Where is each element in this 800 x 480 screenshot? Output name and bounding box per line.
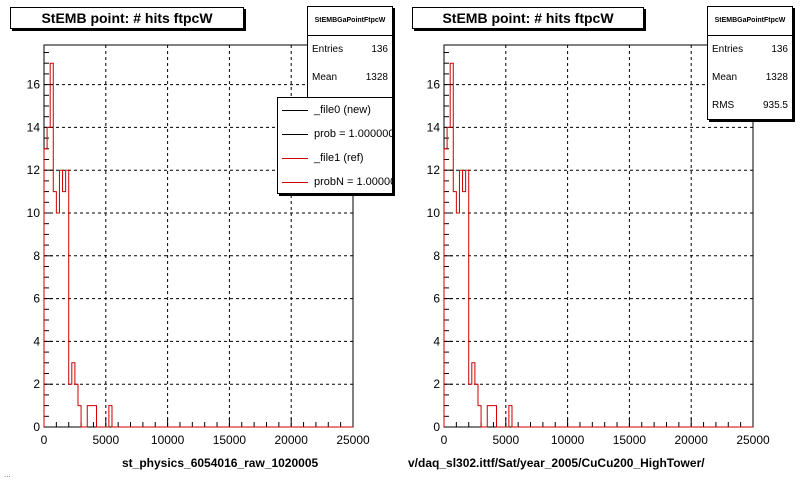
left-x-tick-label: 0 [41, 433, 48, 447]
left-y-tick-label: 2 [33, 377, 40, 391]
left-histogram-title: StEMB point: # hits ftpcW [10, 7, 244, 29]
left-x-tick-label: 20000 [275, 433, 309, 447]
right-x-tick-label: 10000 [551, 433, 585, 447]
right-rms-value: 935.5 [762, 100, 788, 111]
left-x-tick-label: 5000 [92, 433, 119, 447]
left-x-tick-label: 15000 [213, 433, 247, 447]
right-y-tick-label: 16 [427, 78, 441, 92]
right-x-tick-label: 25000 [736, 433, 770, 447]
legend-entry-prob: prob = 1.000000 [278, 122, 392, 146]
right-y-tick-label: 0 [433, 420, 440, 434]
legend-label-file0: _file0 (new) [314, 104, 371, 116]
left-stats-box: StEMBGaPointFtpcW Entries 136 Mean 1328 [307, 6, 393, 98]
left-y-tick-label: 14 [27, 120, 41, 134]
legend-line-file1 [282, 157, 308, 159]
left-x-tick-label: 10000 [151, 433, 185, 447]
left-mean-label: Mean [312, 72, 338, 83]
legend-label-file1: _file1 (ref) [314, 152, 364, 164]
right-stats-box: StEMBGaPointFtpcW Entries 136 Mean 1328 … [707, 6, 793, 120]
left-legend: _file0 (new) prob = 1.000000 _file1 (ref… [277, 97, 393, 194]
right-y-tick-label: 4 [433, 334, 440, 348]
right-entries-value: 136 [771, 44, 788, 55]
right-mean-label: Mean [712, 72, 738, 83]
left-stats-entries-row: Entries 136 [308, 36, 392, 64]
left-stats-name: StEMBGaPointFtpcW [308, 7, 392, 36]
left-file-label: st_physics_6054016_raw_1020005 [122, 456, 319, 470]
right-x-tick-label: 20000 [675, 433, 709, 447]
right-file-label: v/daq_sl302.ittf/Sat/year_2005/CuCu200_H… [408, 456, 705, 470]
right-stats-name: StEMBGaPointFtpcW [708, 7, 792, 36]
right-stats-entries-row: Entries 136 [708, 36, 792, 64]
legend-entry-file1: _file1 (ref) [278, 146, 392, 170]
right-entries-label: Entries [712, 44, 744, 55]
right-y-tick-label: 10 [427, 206, 441, 220]
left-y-tick-label: 0 [33, 420, 40, 434]
left-mean-value: 1328 [365, 72, 388, 83]
left-y-tick-label: 8 [33, 249, 40, 263]
legend-line-prob [282, 133, 308, 135]
right-y-tick-label: 6 [433, 292, 440, 306]
right-mean-value: 1328 [765, 72, 788, 83]
right-title-text: StEMB point: # hits ftpcW [442, 10, 614, 26]
legend-entry-file0: _file0 (new) [278, 98, 392, 122]
left-title-text: StEMB point: # hits ftpcW [41, 10, 213, 26]
left-entries-label: Entries [312, 44, 344, 55]
right-y-tick-label: 14 [427, 120, 441, 134]
left-x-tick-label: 25000 [336, 433, 370, 447]
left-y-tick-label: 6 [33, 292, 40, 306]
left-y-tick-label: 10 [27, 206, 41, 220]
right-stats-mean-row: Mean 1328 [708, 64, 792, 92]
legend-label-probn: probN = 1.000000 [314, 176, 392, 188]
left-y-tick-label: 4 [33, 334, 40, 348]
right-x-tick-label: 0 [441, 433, 448, 447]
left-stats-mean-row: Mean 1328 [308, 64, 392, 92]
right-y-tick-label: 2 [433, 377, 440, 391]
legend-line-probn [282, 181, 308, 183]
right-rms-label: RMS [712, 100, 735, 111]
legend-label-prob: prob = 1.000000 [314, 128, 393, 140]
left-y-tick-label: 16 [27, 78, 41, 92]
right-stats-rms-row: RMS 935.5 [708, 92, 792, 120]
legend-line-file0 [282, 109, 308, 111]
footer-timestamp: ... [4, 470, 11, 479]
left-entries-value: 136 [371, 44, 388, 55]
right-histogram-title: StEMB point: # hits ftpcW [412, 7, 644, 29]
right-hist-series-0 [443, 62, 753, 428]
right-x-tick-label: 5000 [492, 433, 519, 447]
left-y-tick-label: 12 [27, 163, 41, 177]
right-y-tick-label: 8 [433, 249, 440, 263]
right-x-tick-label: 15000 [613, 433, 647, 447]
legend-entry-probn: probN = 1.000000 [278, 170, 392, 193]
left-hist-series-0 [43, 62, 353, 428]
right-y-tick-label: 12 [427, 163, 441, 177]
